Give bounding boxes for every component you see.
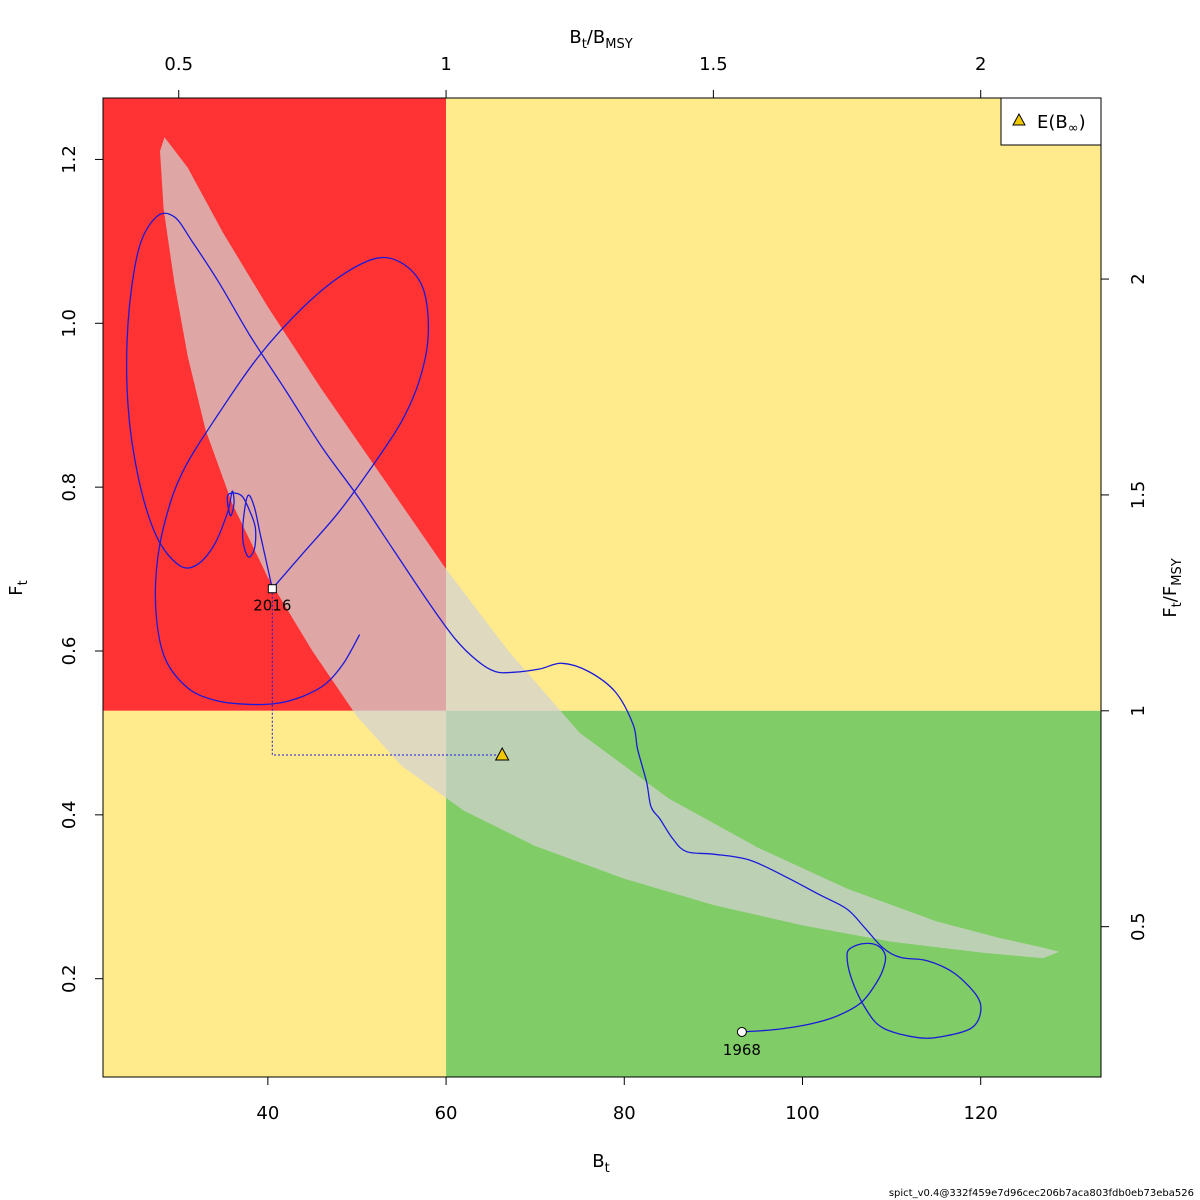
- right-tick-label: 2: [1128, 273, 1149, 284]
- y-tick-label: 0.4: [59, 801, 80, 830]
- plot-frame: [102, 97, 1102, 1078]
- legend-label: E(B∞): [1037, 112, 1086, 136]
- stock-status-zones: [103, 98, 1101, 1077]
- top-axis-label: Bt/BMSY: [569, 27, 632, 52]
- x-tick-label: 80: [613, 1103, 636, 1124]
- end-year-label: 2016: [253, 597, 291, 615]
- trajectory-layer: 1968 2016: [126, 212, 982, 1059]
- right-axis-label: Ft/FMSY: [1160, 558, 1185, 617]
- confidence-region-layer: [160, 137, 1060, 959]
- zone-overfishing: [446, 98, 1101, 711]
- footer-text: spict_v0.4@332f459e7d96cec206b7aca803fdb…: [889, 1188, 1194, 1199]
- right-tick-label: 0.5: [1128, 912, 1149, 941]
- top-tick-label: 0.5: [164, 54, 193, 75]
- x-tick-label: 60: [435, 1103, 458, 1124]
- y-tick-label: 0.8: [59, 473, 80, 502]
- axes: 40 60 80 100 120 0.2 0.4 0.6 0.8 1.0 1.2 0.5 1 1.5 2 0.…: [6, 27, 1194, 1199]
- start-point: [736, 1026, 747, 1037]
- legend-triangle-icon: [1012, 112, 1026, 126]
- x-tick-label: 120: [964, 1103, 998, 1124]
- top-tick-label: 2: [975, 54, 986, 75]
- right-tick-label: 1: [1128, 705, 1149, 716]
- end-point: [267, 584, 277, 594]
- y-axis-label: Ft: [6, 580, 31, 595]
- zone-overfished: [103, 710, 447, 1077]
- confidence-region: [160, 137, 1060, 959]
- equilibrium-point: [494, 746, 510, 761]
- legend: E(B∞): [1000, 97, 1102, 146]
- x-tick-label: 40: [256, 1103, 279, 1124]
- trajectory-line: [126, 212, 982, 1039]
- y-tick-label: 0.2: [59, 964, 80, 993]
- top-tick-label: 1: [440, 54, 451, 75]
- y-tick-label: 0.6: [59, 637, 80, 666]
- top-tick-label: 1.5: [699, 54, 728, 75]
- right-tick-label: 1.5: [1128, 481, 1149, 510]
- y-tick-label: 1.0: [59, 309, 80, 338]
- x-tick-label: 100: [785, 1103, 819, 1124]
- y-tick-label: 1.2: [59, 145, 80, 174]
- trajectory-line-loop: [154, 256, 430, 706]
- start-year-label: 1968: [723, 1041, 761, 1059]
- x-axis-label: Bt: [592, 1151, 609, 1176]
